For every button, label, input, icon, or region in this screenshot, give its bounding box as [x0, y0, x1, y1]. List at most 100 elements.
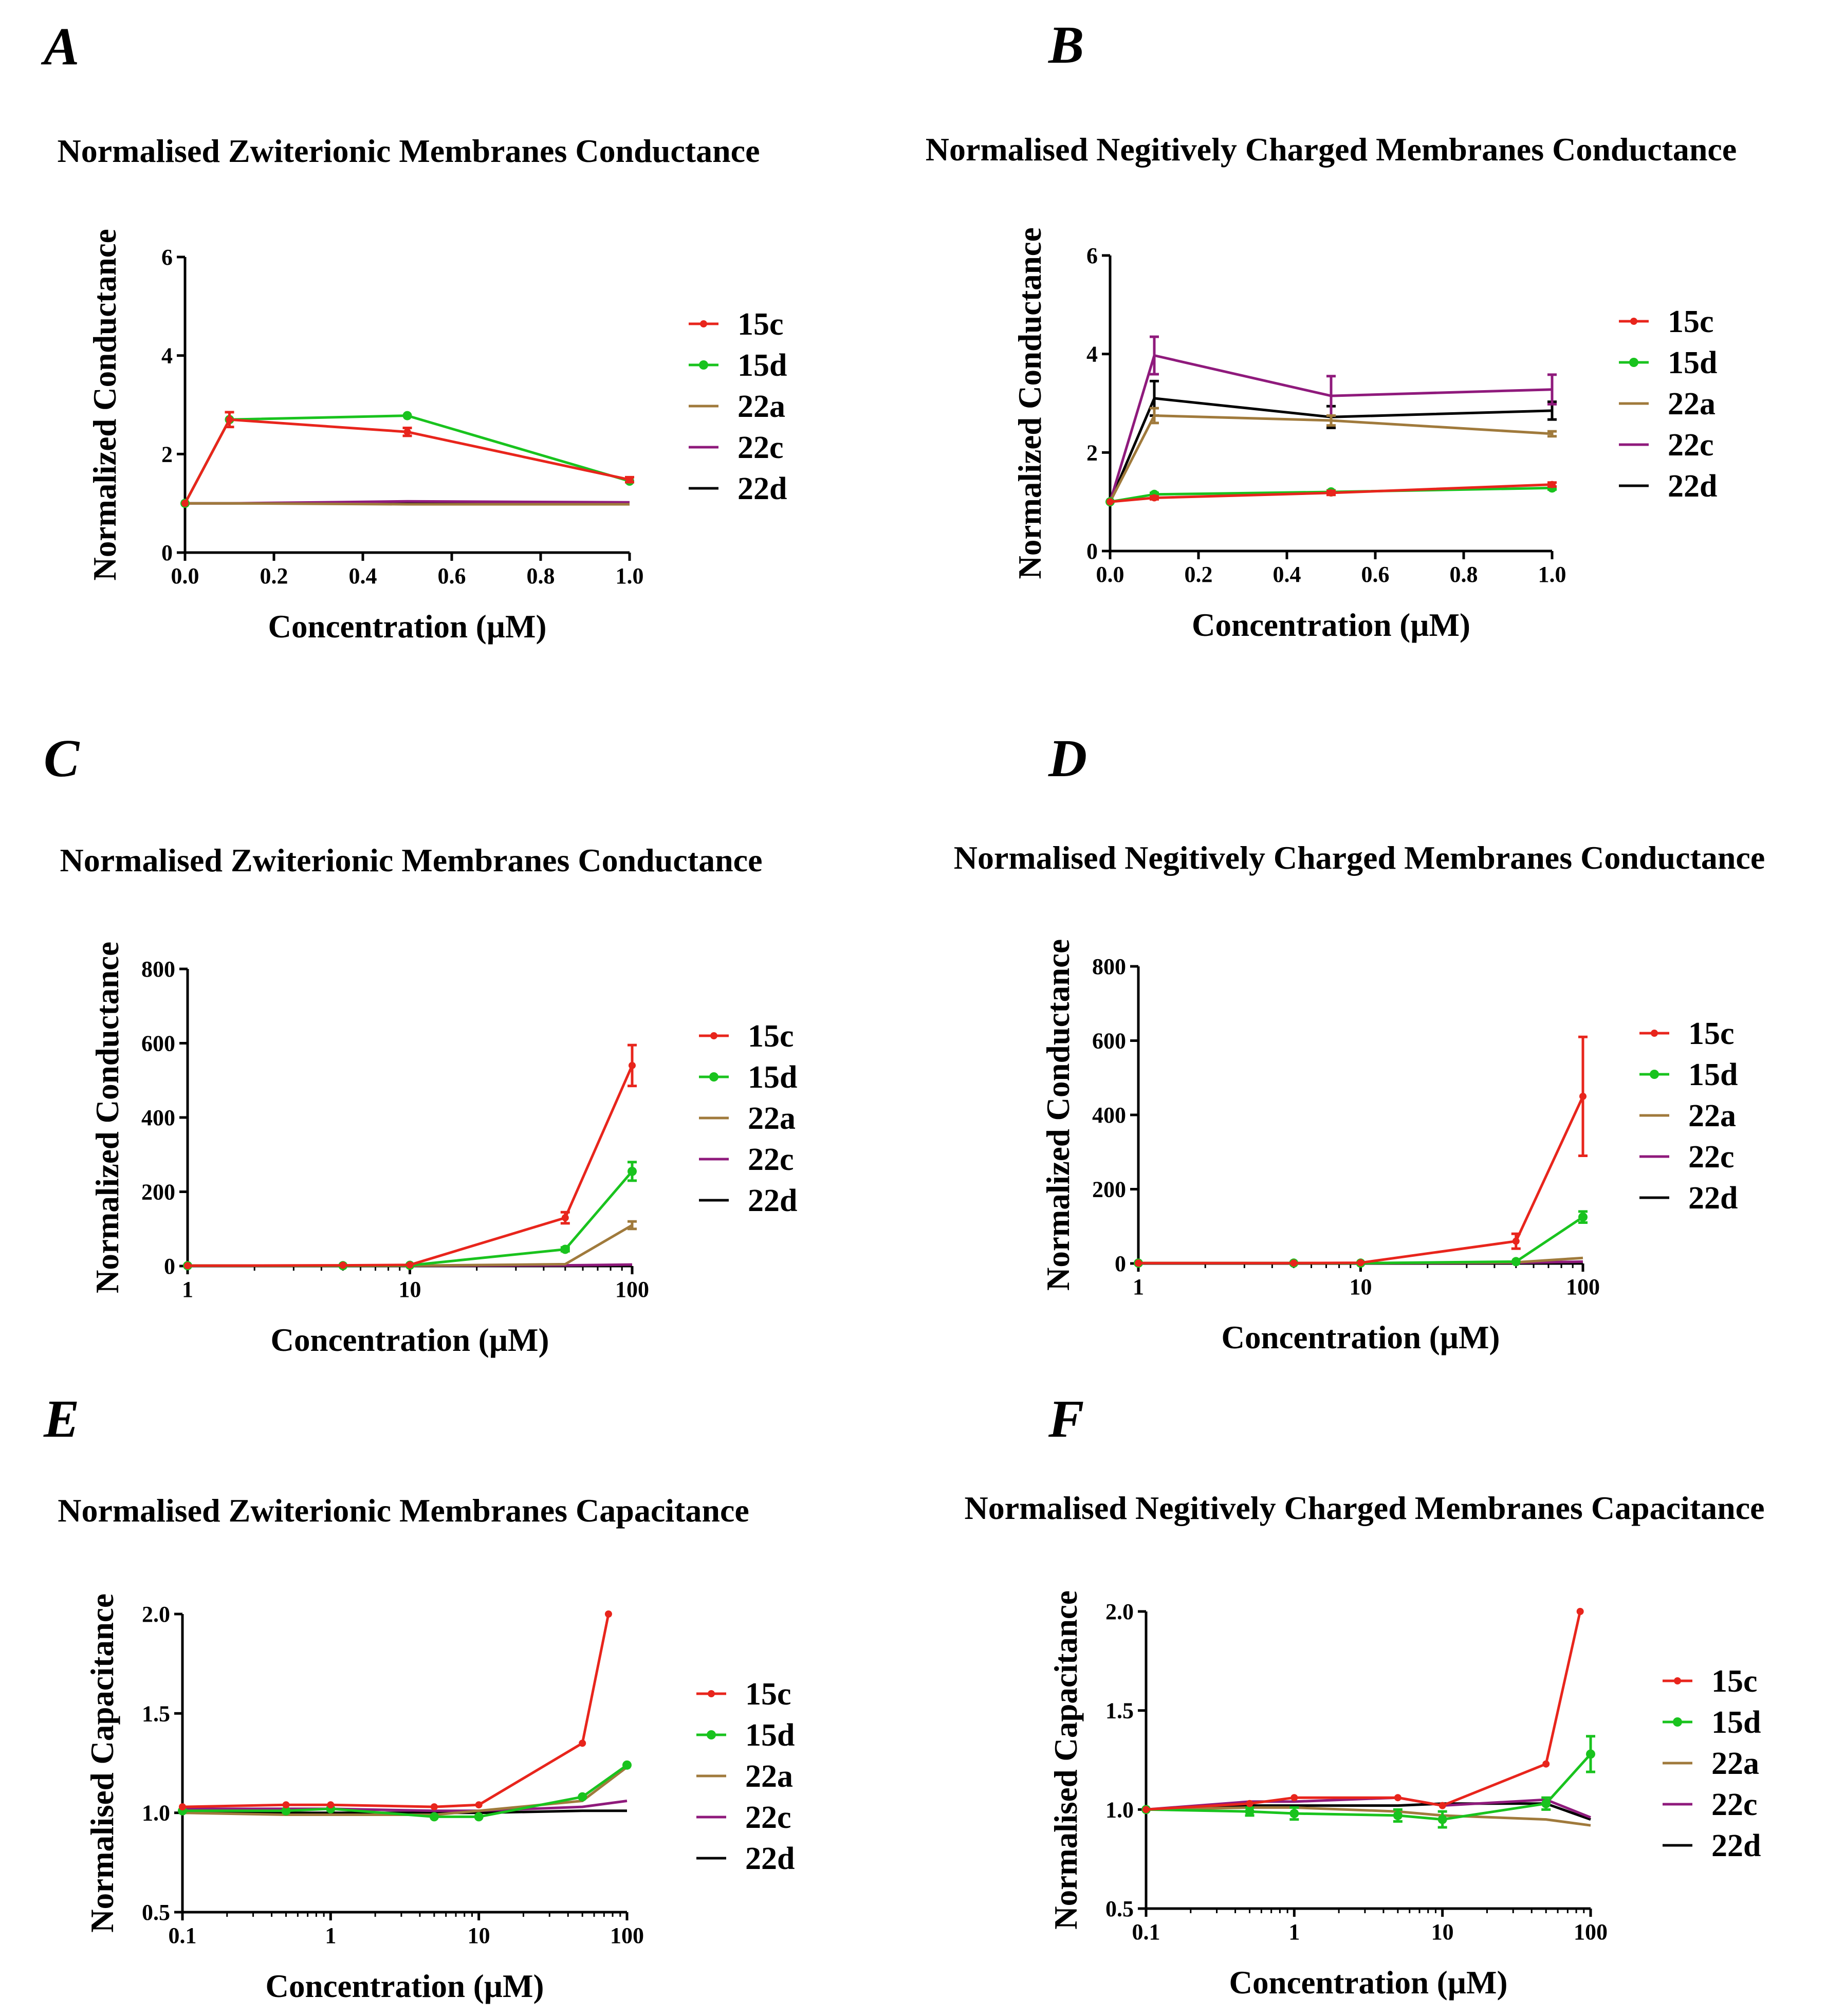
x-axis-title: Concentration (µM) [1229, 1965, 1508, 2001]
data-point [1511, 1257, 1521, 1267]
y-tick-label: 200 [1092, 1177, 1126, 1202]
x-axis-title: Concentration (µM) [1192, 607, 1470, 643]
data-point [1151, 494, 1158, 502]
data-point [561, 1214, 569, 1222]
series-22a [185, 502, 630, 506]
x-tick-label: 0.0 [1096, 562, 1124, 587]
legend-label: 22c [1711, 1787, 1758, 1822]
legend-label: 15d [748, 1060, 797, 1095]
y-tick-label: 2 [161, 442, 173, 467]
data-point [626, 476, 633, 484]
legend-label: 15c [745, 1677, 791, 1712]
series-15c [1142, 1608, 1584, 1813]
legend-label: 15c [1668, 304, 1714, 339]
x-tick-label: 10 [399, 1277, 421, 1302]
legend-marker [699, 360, 708, 370]
legend-label: 15d [737, 348, 787, 383]
series-line-15c [182, 1614, 610, 1808]
series-15c [179, 1610, 612, 1811]
data-point [622, 1760, 632, 1770]
x-tick-label: 0.1 [1132, 1919, 1160, 1945]
legend-label: 15d [1668, 345, 1717, 380]
x-tick-label: 1.0 [1538, 562, 1566, 587]
legend-item-22d: 22d [1639, 1181, 1738, 1216]
series-line-22d [1109, 397, 1553, 503]
legend-label: 22d [1688, 1181, 1738, 1216]
legend-item-22a: 22a [696, 1759, 793, 1794]
panel-a: A Normalised Zwiterionic Membranes Conduc… [41, 17, 787, 645]
legend-item-22d: 22d [689, 471, 787, 506]
legend-label: 22d [1711, 1828, 1761, 1863]
y-tick-label: 1.5 [1105, 1698, 1134, 1724]
legend: 15c 15d 22a 22c 22d [1619, 304, 1717, 504]
legend-item-22c: 22c [699, 1142, 794, 1177]
y-tick-label: 0 [164, 1254, 175, 1279]
data-point [179, 1803, 186, 1811]
panel-d: D Normalised Negitively Charged Membranes… [954, 729, 1765, 1355]
y-tick-label: 0.5 [142, 1900, 170, 1925]
y-axis-title: Normalised Capacitance [84, 1593, 120, 1933]
axes [174, 1612, 629, 1920]
x-tick-label: 10 [1350, 1274, 1372, 1299]
legend-item-22c: 22c [1663, 1787, 1758, 1822]
chart-title: Normalised Negitively Charged Membranes … [964, 1490, 1764, 1526]
data-point [1135, 1259, 1142, 1267]
series-line-15c [187, 1065, 634, 1267]
y-tick-label: 0 [1115, 1251, 1126, 1276]
legend-item-22a: 22a [689, 389, 785, 424]
legend-marker [707, 1730, 716, 1739]
y-tick-label: 600 [141, 1031, 175, 1056]
y-tick-label: 0 [161, 540, 173, 565]
legend-item-22d: 22d [1663, 1828, 1761, 1863]
legend: 15c 15d 22a 22c 22d [689, 307, 787, 506]
y-tick-label: 6 [161, 245, 173, 270]
legend-label: 15c [748, 1019, 794, 1054]
legend-item-22a: 22a [699, 1101, 796, 1136]
y-tick-label: 6 [1086, 243, 1098, 268]
y-tick-label: 4 [1086, 342, 1098, 367]
series-15d [180, 411, 634, 508]
x-tick-label: 0.0 [171, 563, 199, 589]
panel-letter: C [44, 729, 80, 788]
x-tick-label: 1 [182, 1277, 193, 1302]
series-line-15c [1146, 1611, 1582, 1811]
panel-c: C Normalised Zwiterionic Membranes Conduc… [44, 729, 797, 1358]
legend-marker [710, 1032, 717, 1039]
x-tick-label: 0.8 [1450, 562, 1478, 587]
legend-label: 15c [1711, 1664, 1758, 1699]
y-tick-label: 400 [1092, 1103, 1126, 1128]
data-point [184, 1262, 191, 1270]
x-tick-label: 100 [610, 1923, 644, 1948]
data-point [1512, 1237, 1520, 1245]
legend-marker [1674, 1677, 1681, 1684]
data-point [474, 1812, 484, 1822]
axes [177, 255, 631, 561]
data-point [226, 416, 233, 424]
legend-marker [1650, 1070, 1659, 1079]
data-point [281, 1806, 291, 1816]
legend-label: 22d [1668, 469, 1717, 504]
series-15d [183, 1161, 637, 1271]
panel-letter: F [1048, 1389, 1084, 1449]
data-point [1542, 1760, 1550, 1768]
legend-label: 22c [748, 1142, 794, 1177]
legend-label: 22c [1688, 1140, 1735, 1175]
x-tick-label: 0.2 [1185, 562, 1213, 587]
x-tick-label: 100 [1574, 1919, 1608, 1945]
legend-item-15c: 15c [689, 307, 784, 342]
x-tick-label: 10 [1431, 1919, 1454, 1945]
y-tick-label: 1.0 [142, 1801, 170, 1826]
data-point [403, 428, 411, 436]
series-line-15c [183, 418, 630, 504]
y-tick-label: 0.5 [1105, 1896, 1134, 1921]
legend-label: 22c [737, 430, 784, 465]
data-point [629, 1061, 636, 1069]
data-point [1438, 1802, 1446, 1809]
legend-item-22a: 22a [1663, 1746, 1759, 1781]
y-tick-label: 2.0 [1105, 1599, 1134, 1624]
x-axis-title: Concentration (µM) [271, 1322, 549, 1358]
chart-title: Normalised Zwiterionic Membranes Capacit… [58, 1492, 749, 1529]
y-tick-label: 1.5 [142, 1701, 170, 1726]
legend-label: 22a [1711, 1746, 1759, 1781]
